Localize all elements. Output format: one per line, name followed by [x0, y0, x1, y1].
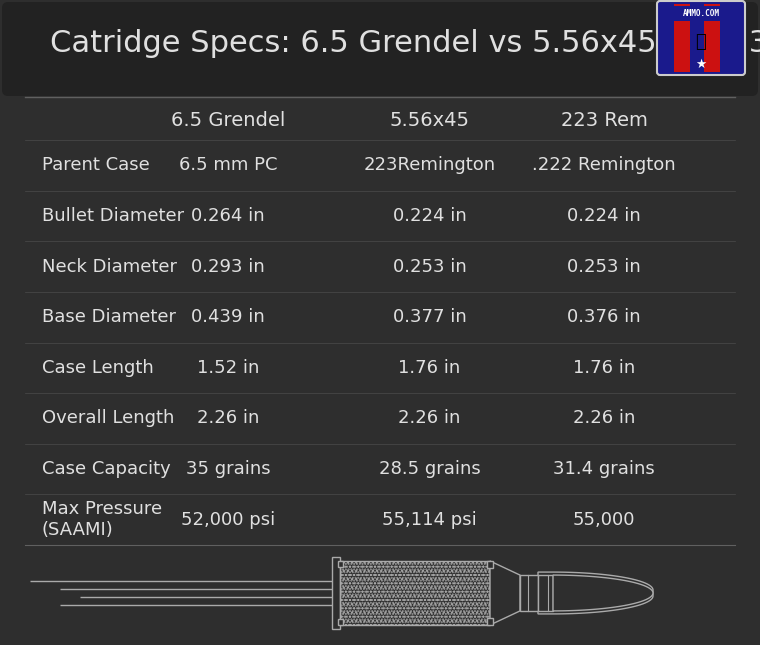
Text: Neck Diameter: Neck Diameter: [42, 257, 177, 275]
Text: 1.76 in: 1.76 in: [398, 359, 461, 377]
Bar: [538, 575, 553, 611]
Text: 55,000: 55,000: [573, 511, 635, 529]
Text: Overall Length: Overall Length: [42, 410, 174, 428]
Text: 1.52 in: 1.52 in: [197, 359, 259, 377]
Text: 🐍: 🐍: [695, 33, 706, 51]
Text: 0.439 in: 0.439 in: [191, 308, 265, 326]
FancyBboxPatch shape: [657, 1, 745, 75]
Bar: [487, 561, 493, 568]
Bar: [8, 50, 752, 90]
Text: 0.377 in: 0.377 in: [392, 308, 467, 326]
Text: 52,000 psi: 52,000 psi: [181, 511, 275, 529]
Polygon shape: [553, 575, 653, 611]
Text: 6.5 Grendel: 6.5 Grendel: [171, 110, 285, 130]
Text: 35 grains: 35 grains: [185, 460, 271, 478]
Text: 0.293 in: 0.293 in: [191, 257, 265, 275]
Text: Bullet Diameter: Bullet Diameter: [42, 207, 184, 225]
Text: Max Pressure
(SAAMI): Max Pressure (SAAMI): [42, 501, 162, 539]
Text: 28.5 grains: 28.5 grains: [378, 460, 480, 478]
Bar: [487, 618, 493, 625]
Text: 31.4 grains: 31.4 grains: [553, 460, 655, 478]
Bar: [338, 561, 343, 567]
Bar: [704, 4, 720, 72]
Text: 55,114 psi: 55,114 psi: [382, 511, 477, 529]
Text: 0.253 in: 0.253 in: [567, 257, 641, 275]
Text: ★: ★: [695, 57, 707, 70]
Text: Base Diameter: Base Diameter: [42, 308, 176, 326]
Text: Case Length: Case Length: [42, 359, 154, 377]
Bar: [340, 561, 490, 625]
Text: 0.253 in: 0.253 in: [392, 257, 467, 275]
Text: 1.76 in: 1.76 in: [573, 359, 635, 377]
Text: 0.224 in: 0.224 in: [567, 207, 641, 225]
FancyBboxPatch shape: [2, 2, 758, 96]
Text: Catridge Specs: 6.5 Grendel vs 5.56x45 vs 223 Rem: Catridge Specs: 6.5 Grendel vs 5.56x45 v…: [50, 30, 760, 59]
Text: 0.264 in: 0.264 in: [192, 207, 264, 225]
Text: 2.26 in: 2.26 in: [573, 410, 635, 428]
Text: 223 Rem: 223 Rem: [561, 110, 648, 130]
Polygon shape: [490, 561, 520, 625]
Text: 0.224 in: 0.224 in: [392, 207, 467, 225]
Text: 2.26 in: 2.26 in: [197, 410, 259, 428]
Text: 2.26 in: 2.26 in: [398, 410, 461, 428]
Bar: [340, 561, 490, 625]
Text: Parent Case: Parent Case: [42, 156, 150, 174]
Text: AMMO.COM: AMMO.COM: [682, 8, 720, 17]
Text: 5.56x45: 5.56x45: [389, 110, 470, 130]
Bar: [674, 4, 690, 72]
Text: 0.376 in: 0.376 in: [568, 308, 641, 326]
Bar: [338, 619, 343, 625]
Text: .222 Remington: .222 Remington: [533, 156, 676, 174]
Bar: [332, 557, 340, 629]
Bar: [520, 575, 538, 611]
Bar: [662, 6, 740, 21]
Text: 6.5 mm PC: 6.5 mm PC: [179, 156, 277, 174]
Text: 223Remington: 223Remington: [363, 156, 496, 174]
Text: Case Capacity: Case Capacity: [42, 460, 170, 478]
